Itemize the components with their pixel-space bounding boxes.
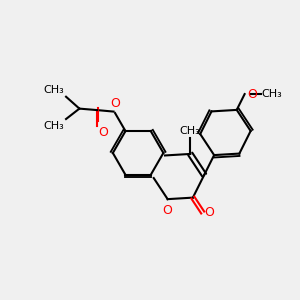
Text: O: O xyxy=(99,126,109,140)
Text: CH₃: CH₃ xyxy=(261,89,282,99)
Text: O: O xyxy=(247,88,257,100)
Text: O: O xyxy=(204,206,214,219)
Text: CH₃: CH₃ xyxy=(180,126,201,136)
Text: CH₃: CH₃ xyxy=(44,121,64,130)
Text: CH₃: CH₃ xyxy=(44,85,64,95)
Text: O: O xyxy=(110,97,120,110)
Text: O: O xyxy=(163,205,172,218)
